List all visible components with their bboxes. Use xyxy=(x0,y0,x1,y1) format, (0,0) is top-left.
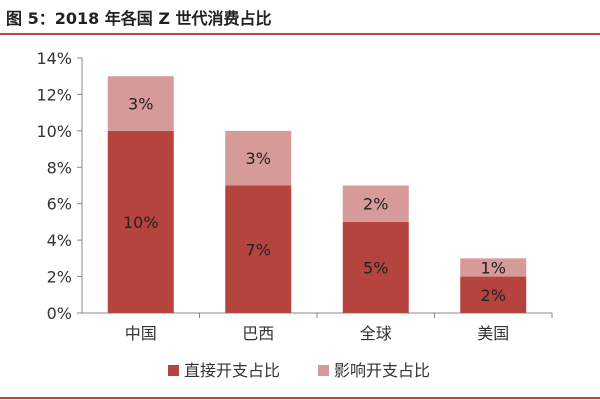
y-tick-label: 2% xyxy=(47,268,72,287)
data-label: 10% xyxy=(123,213,159,232)
y-tick-label: 8% xyxy=(47,158,72,177)
bar-segment xyxy=(342,185,409,222)
x-tick-label: 中国 xyxy=(125,324,157,343)
data-label: 2% xyxy=(481,286,506,305)
y-tick-label: 12% xyxy=(36,85,72,104)
bar-segment xyxy=(460,258,527,277)
bar-segment xyxy=(107,76,174,131)
title-rule xyxy=(0,33,600,35)
data-label: 5% xyxy=(363,258,388,277)
bar-segment xyxy=(460,276,527,313)
y-tick-label: 4% xyxy=(47,231,72,250)
y-tick-label: 10% xyxy=(36,122,72,141)
legend-label: 直接开支占比 xyxy=(184,361,280,380)
x-tick-label: 全球 xyxy=(360,324,392,343)
y-tick-label: 6% xyxy=(47,195,72,214)
data-label: 3% xyxy=(128,95,153,114)
legend-swatch xyxy=(168,365,179,376)
y-tick-label: 0% xyxy=(47,304,72,323)
bar-segment xyxy=(225,130,292,186)
bar-segment xyxy=(225,185,292,313)
x-tick-label: 美国 xyxy=(477,324,509,343)
data-label: 3% xyxy=(246,149,271,168)
legend-label: 影响开支占比 xyxy=(334,361,430,380)
figure-header: 图 5：2018 年各国 Z 世代消费占比 xyxy=(0,0,600,35)
data-label: 7% xyxy=(246,240,271,259)
legend-swatch xyxy=(318,365,329,376)
bar-segment xyxy=(342,221,409,313)
bottom-rule xyxy=(0,397,600,399)
bar-segment xyxy=(107,130,174,313)
data-label: 1% xyxy=(481,258,506,277)
x-tick-label: 巴西 xyxy=(242,324,274,343)
data-label: 2% xyxy=(363,195,388,214)
figure-title: 图 5：2018 年各国 Z 世代消费占比 xyxy=(6,9,272,28)
y-tick-label: 14% xyxy=(36,49,72,68)
